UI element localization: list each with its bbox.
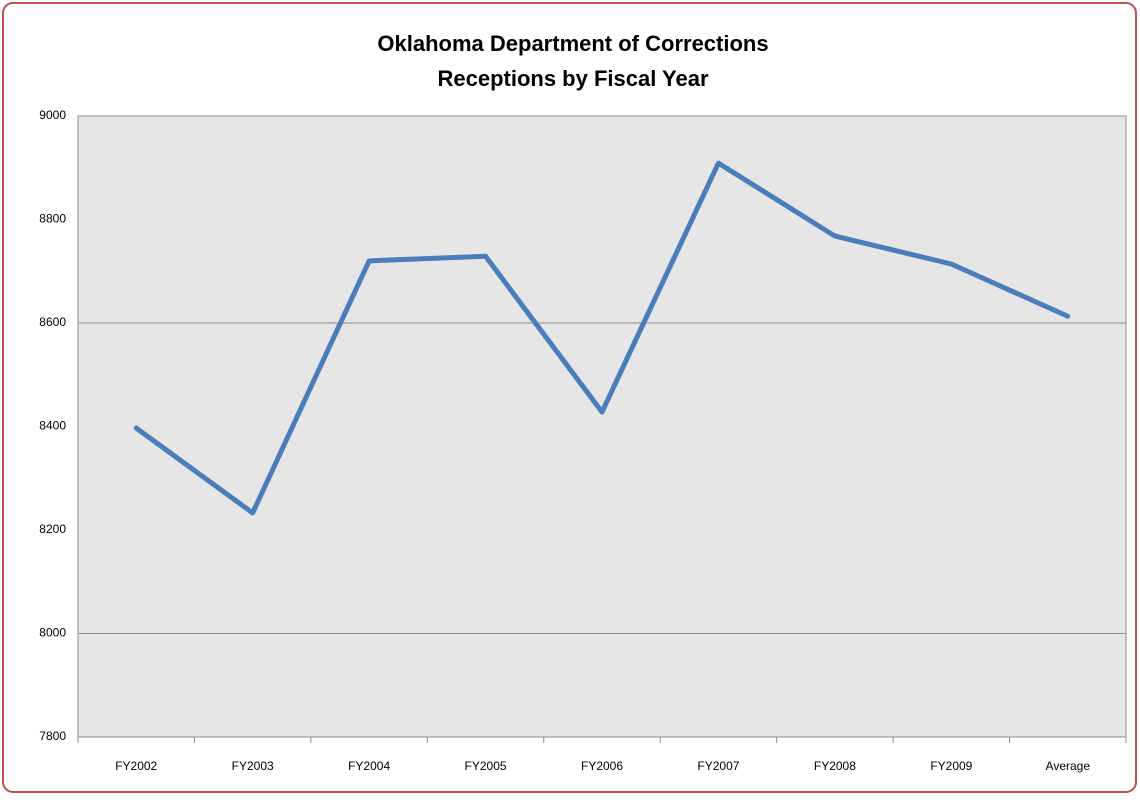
x-tick-label: FY2005 <box>465 759 507 773</box>
x-tick-label: FY2003 <box>232 759 274 773</box>
y-tick-label: 8200 <box>39 522 66 536</box>
y-tick-label: 7800 <box>39 729 66 743</box>
chart-title: Oklahoma Department of Corrections <box>377 31 768 56</box>
x-tick-label: FY2009 <box>930 759 972 773</box>
y-tick-label: 8600 <box>39 315 66 329</box>
plot-area <box>77 115 1127 738</box>
x-tick-label: Average <box>1046 759 1091 773</box>
y-tick-label: 8400 <box>39 419 66 433</box>
x-tick-label: FY2008 <box>814 759 856 773</box>
x-tick-label: FY2004 <box>348 759 390 773</box>
line-series <box>133 160 1071 516</box>
y-tick-label: 8800 <box>39 212 66 226</box>
y-tick-label: 8000 <box>39 626 66 640</box>
y-tick-label: 9000 <box>39 108 66 122</box>
x-tick-label: FY2006 <box>581 759 623 773</box>
chart-subtitle: Receptions by Fiscal Year <box>437 66 708 91</box>
x-tick-label: FY2002 <box>115 759 157 773</box>
x-tick-label: FY2007 <box>697 759 739 773</box>
